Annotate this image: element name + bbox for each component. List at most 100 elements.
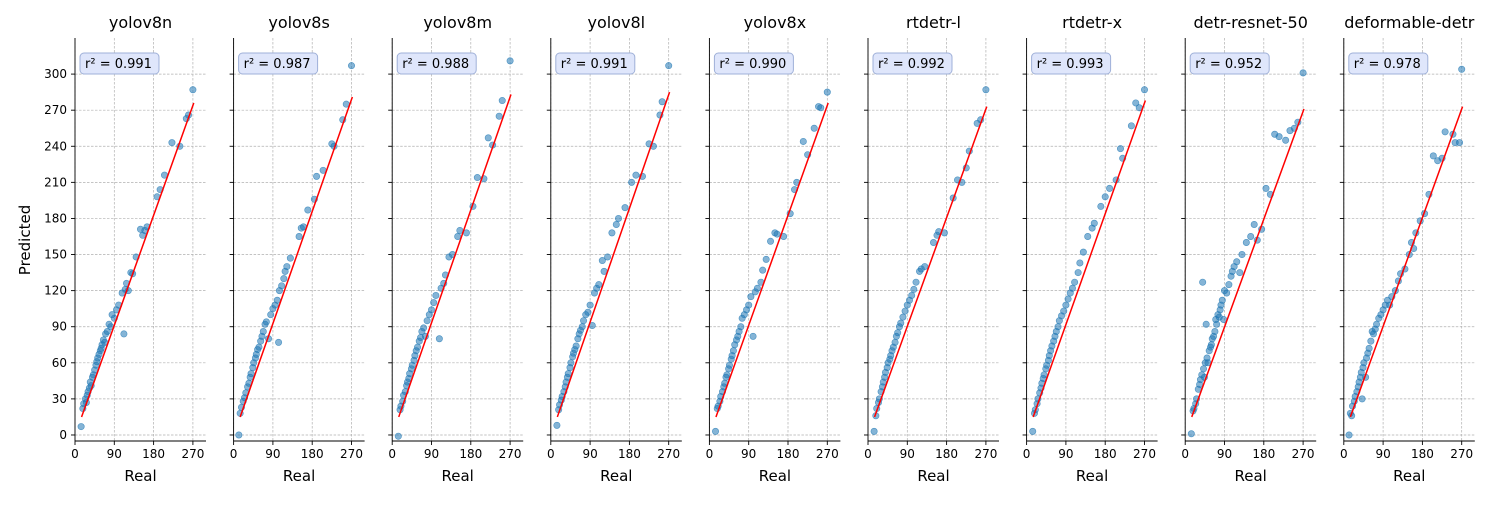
data-point xyxy=(283,263,291,271)
data-point xyxy=(725,361,733,369)
r2-box xyxy=(872,52,953,75)
data-point xyxy=(1275,133,1283,141)
data-point xyxy=(262,318,270,326)
fit-line xyxy=(715,102,829,418)
data-point xyxy=(632,171,640,179)
x-tick-label: 90 xyxy=(265,447,280,461)
data-point xyxy=(799,137,807,145)
r2-label: r² = 0.993 xyxy=(1037,57,1104,72)
data-point xyxy=(1218,296,1226,304)
x-tick-label: 90 xyxy=(1375,447,1390,461)
x-tick-label: 180 xyxy=(935,447,958,461)
fit-line xyxy=(1349,106,1464,418)
panels-group: 0 90 180 270 0 30 60 90 120 150 180 210 240 270 300 r² … xyxy=(44,13,1475,485)
data-point xyxy=(1458,65,1466,73)
data-point xyxy=(891,338,899,346)
x-axis-label: Real xyxy=(600,467,632,485)
data-point xyxy=(870,427,878,435)
data-point xyxy=(929,239,937,247)
data-point xyxy=(1236,269,1244,277)
fit-line xyxy=(80,102,195,418)
data-point xyxy=(823,88,831,96)
y-tick-label: 210 xyxy=(44,175,67,189)
r2-box xyxy=(713,52,794,75)
x-tick-label: 270 xyxy=(1292,447,1315,461)
y-tick-label: 30 xyxy=(52,392,67,406)
data-point xyxy=(420,324,428,332)
data-point xyxy=(1090,219,1098,227)
data-point xyxy=(295,232,303,240)
data-point xyxy=(1097,202,1105,210)
data-point xyxy=(77,423,85,431)
data-point xyxy=(1441,128,1449,136)
data-point xyxy=(495,112,503,120)
data-point xyxy=(1213,320,1221,328)
fit-line xyxy=(398,94,512,418)
panel-title: yolov8n xyxy=(109,13,172,32)
data-point xyxy=(427,306,435,314)
data-point xyxy=(621,204,629,212)
data-point xyxy=(584,308,592,316)
x-tick-label: 270 xyxy=(974,447,997,461)
panel-yolov8s: 0 90 180 270 r² = 0.987 yolov8s Real xyxy=(229,13,365,485)
x-tick-label: 270 xyxy=(1450,447,1473,461)
data-point xyxy=(1071,278,1079,286)
data-point xyxy=(773,230,781,238)
data-point xyxy=(665,62,673,70)
y-tick-label: 60 xyxy=(52,356,67,370)
data-point xyxy=(586,301,594,309)
data-point xyxy=(1199,278,1207,286)
data-point xyxy=(1358,395,1366,403)
data-point xyxy=(1101,193,1109,201)
x-tick-label: 90 xyxy=(900,447,915,461)
r2-box xyxy=(79,52,160,75)
x-tick-label: 0 xyxy=(1023,447,1031,461)
data-point xyxy=(564,370,572,378)
data-point xyxy=(1207,341,1215,349)
data-point xyxy=(435,335,443,343)
y-tick-label: 0 xyxy=(59,428,67,442)
x-tick-label: 90 xyxy=(741,447,756,461)
data-point xyxy=(1223,289,1231,297)
data-point xyxy=(1225,281,1233,289)
data-point xyxy=(1187,430,1195,438)
data-point xyxy=(1084,232,1092,240)
data-point xyxy=(120,330,128,338)
data-point xyxy=(454,232,462,240)
x-axis-label: Real xyxy=(917,467,949,485)
x-tick-label: 270 xyxy=(657,447,680,461)
x-tick-label: 180 xyxy=(1411,447,1434,461)
x-tick-label: 180 xyxy=(1094,447,1117,461)
data-point xyxy=(1242,239,1250,247)
r2-label: r² = 0.991 xyxy=(85,57,152,72)
data-point xyxy=(394,432,402,440)
data-point xyxy=(259,328,267,336)
data-point xyxy=(598,257,606,265)
data-point xyxy=(604,253,612,261)
panel-yolov8n: 0 90 180 270 0 30 60 90 120 150 180 210 240 270 300 r² … xyxy=(44,13,206,485)
data-point xyxy=(572,342,580,350)
data-point xyxy=(423,317,431,325)
data-point xyxy=(1054,323,1062,331)
data-point xyxy=(982,86,990,94)
x-axis-label: Real xyxy=(124,467,156,485)
data-point xyxy=(747,293,755,301)
data-point xyxy=(608,229,616,237)
data-point xyxy=(759,266,767,274)
data-point xyxy=(1064,295,1072,303)
fit-line xyxy=(873,106,988,418)
y-tick-label: 150 xyxy=(44,248,67,262)
r2-box xyxy=(238,52,319,75)
data-point xyxy=(897,319,905,327)
data-point xyxy=(921,263,929,271)
x-axis-label: Real xyxy=(759,467,791,485)
panel-title: yolov8l xyxy=(588,13,646,32)
x-tick-label: 270 xyxy=(340,447,363,461)
r2-box xyxy=(396,52,477,75)
panel-yolov8m: 0 90 180 270 r² = 0.988 yolov8m Real xyxy=(388,13,524,485)
x-tick-label: 0 xyxy=(388,447,396,461)
data-point xyxy=(1127,122,1135,130)
data-point xyxy=(912,278,920,286)
r2-label: r² = 0.987 xyxy=(244,57,311,72)
x-tick-label: 0 xyxy=(1181,447,1189,461)
